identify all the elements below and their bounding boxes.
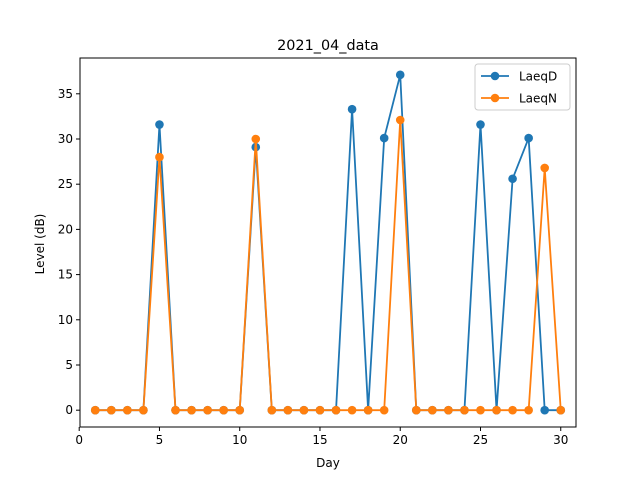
- data-point-laeqn: [444, 405, 453, 415]
- legend: LaeqD LaeqN: [474, 63, 571, 111]
- axis-ticks: 0 5 10 15 20 25 30 0 5 10 15 20 25 30 35: [58, 87, 569, 447]
- legend-swatch-marker: [490, 93, 500, 103]
- series-layer: [90, 70, 566, 415]
- data-point-laeqn: [395, 115, 405, 125]
- data-point-laeqn: [107, 405, 116, 415]
- x-tick-label: 0: [75, 433, 83, 447]
- data-point-laeqn: [123, 405, 132, 415]
- legend-swatch-marker: [490, 71, 500, 81]
- data-point-laeqn: [203, 405, 212, 415]
- data-point-laeqn: [283, 405, 293, 415]
- data-point-laeqn: [251, 134, 261, 144]
- data-point-laeqn: [540, 163, 549, 173]
- data-point-laeqn: [267, 405, 277, 415]
- data-point-laeqd: [508, 174, 517, 184]
- y-tick-label: 35: [58, 87, 73, 101]
- data-point-laeqn: [171, 405, 180, 415]
- data-point-laeqn: [235, 405, 245, 415]
- data-point-laeqn: [379, 405, 389, 415]
- x-tick-label: 25: [473, 433, 488, 447]
- data-point-laeqd: [540, 405, 549, 415]
- data-point-laeqd: [524, 133, 533, 143]
- y-tick-label: 10: [58, 313, 73, 327]
- data-point-laeqn: [315, 405, 325, 415]
- y-tick-label: 20: [58, 222, 73, 236]
- x-axis-label: Day: [316, 456, 340, 470]
- data-point-laeqn: [219, 405, 228, 415]
- x-tick-label: 15: [312, 433, 327, 447]
- y-tick-label: 0: [65, 403, 73, 417]
- data-point-laeqn: [524, 405, 533, 415]
- data-point-laeqn: [492, 405, 501, 415]
- data-point-laeqn: [508, 405, 517, 415]
- y-tick-label: 30: [58, 132, 73, 146]
- data-point-laeqn: [460, 405, 469, 415]
- plot-frame: [79, 57, 577, 428]
- data-point-laeqn: [363, 405, 373, 415]
- x-tick-label: 10: [232, 433, 247, 447]
- y-tick-label: 5: [65, 358, 73, 372]
- data-point-laeqn: [411, 405, 421, 415]
- data-point-laeqn: [90, 405, 100, 415]
- data-point-laeqn: [476, 405, 485, 415]
- y-axis-label: Level (dB): [33, 214, 47, 275]
- data-point-laeqd: [155, 120, 164, 129]
- y-tick-label: 25: [58, 177, 73, 191]
- y-tick-label: 15: [58, 268, 73, 282]
- data-point-laeqn: [347, 405, 357, 415]
- data-point-laeqn: [187, 405, 196, 415]
- data-point-laeqd: [476, 120, 485, 129]
- data-point-laeqd: [347, 104, 357, 114]
- data-point-laeqn: [155, 152, 164, 162]
- x-tick-label: 30: [553, 433, 568, 447]
- data-point-laeqn: [139, 405, 148, 415]
- data-point-laeqn: [428, 405, 437, 415]
- data-point-laeqd: [379, 133, 389, 143]
- legend-label: LaeqD: [519, 70, 557, 84]
- x-tick-label: 5: [156, 433, 164, 447]
- data-point-laeqn: [299, 405, 309, 415]
- x-tick-label: 20: [393, 433, 408, 447]
- legend-label: LaeqN: [519, 92, 557, 106]
- data-point-laeqn: [556, 405, 566, 415]
- data-point-laeqd: [395, 70, 405, 80]
- chart-title: 2021_04_data: [277, 38, 379, 54]
- data-point-laeqn: [331, 405, 341, 415]
